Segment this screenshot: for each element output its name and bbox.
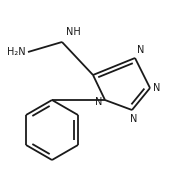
Text: NH: NH xyxy=(66,27,81,37)
Text: N: N xyxy=(137,45,144,55)
Text: N: N xyxy=(130,114,138,124)
Text: H₂N: H₂N xyxy=(7,47,26,57)
Text: N: N xyxy=(95,97,102,107)
Text: N: N xyxy=(153,83,160,93)
